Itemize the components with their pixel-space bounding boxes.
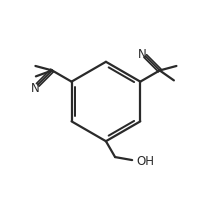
Text: N: N	[31, 82, 40, 94]
Text: N: N	[138, 48, 147, 61]
Text: OH: OH	[137, 154, 155, 167]
